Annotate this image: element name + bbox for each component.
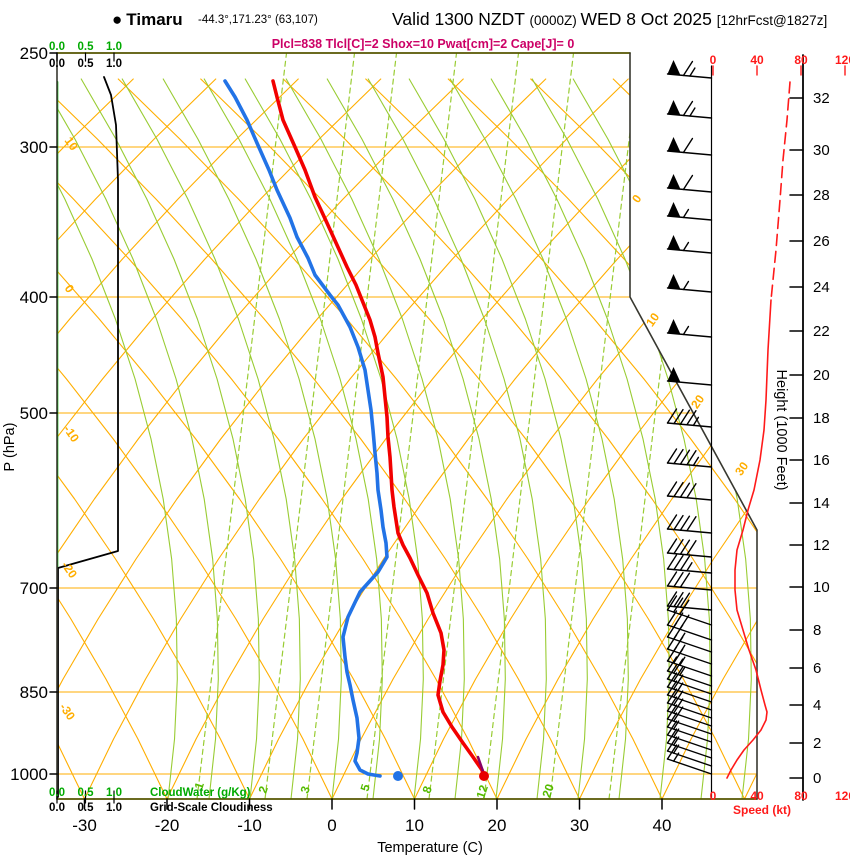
svg-text:26: 26 <box>813 233 830 250</box>
svg-text:-30: -30 <box>57 701 79 724</box>
svg-text:14: 14 <box>813 495 830 512</box>
station-coords: -44.3°,171.23° (63,107) <box>198 14 318 26</box>
wind-barb-column <box>666 60 791 779</box>
svg-text:30: 30 <box>732 459 751 478</box>
svg-text:0: 0 <box>710 789 717 803</box>
svg-text:12: 12 <box>813 537 830 554</box>
svg-text:0.0: 0.0 <box>49 41 65 53</box>
svg-text:80: 80 <box>794 789 808 803</box>
svg-text:22: 22 <box>813 323 830 340</box>
svg-text:20: 20 <box>813 367 830 384</box>
svg-text:0.0: 0.0 <box>49 58 65 70</box>
svg-text:1.0: 1.0 <box>106 58 122 70</box>
svg-text:700: 700 <box>20 579 48 598</box>
svg-text:250: 250 <box>20 44 48 63</box>
height-axis-title: Height (1000 Feet) <box>773 370 789 491</box>
svg-text:20: 20 <box>539 782 557 799</box>
svg-text:10: 10 <box>813 579 830 596</box>
pressure-axis-title: P (hPa) <box>2 423 18 472</box>
svg-text:30: 30 <box>570 816 589 835</box>
svg-text:400: 400 <box>20 288 48 307</box>
svg-text:24: 24 <box>813 279 830 296</box>
cloudiness-scale-title: Grid-Scale Cloudiness <box>150 802 273 814</box>
speed-axis-title: Speed (kt) <box>733 803 791 817</box>
svg-text:20: 20 <box>488 816 507 835</box>
svg-text:1: 1 <box>192 780 207 791</box>
svg-text:0.5: 0.5 <box>78 41 95 53</box>
svg-text:850: 850 <box>20 683 48 702</box>
svg-text:0.5: 0.5 <box>78 802 95 814</box>
svg-text:-10: -10 <box>61 423 83 446</box>
svg-text:10: 10 <box>405 816 424 835</box>
svg-text:1.0: 1.0 <box>106 802 122 814</box>
svg-text:300: 300 <box>20 138 48 157</box>
svg-text:80: 80 <box>794 53 808 67</box>
svg-text:1.0: 1.0 <box>106 41 122 53</box>
temperature-axis-title: Temperature (C) <box>377 840 483 856</box>
svg-text:40: 40 <box>750 789 764 803</box>
svg-text:3: 3 <box>298 784 313 795</box>
svg-text:120: 120 <box>835 789 850 803</box>
svg-text:6: 6 <box>813 660 821 677</box>
svg-text:12: 12 <box>473 783 491 800</box>
svg-text:0: 0 <box>327 816 336 835</box>
plot-frame <box>56 52 804 801</box>
svg-text:0: 0 <box>813 770 821 787</box>
skewt-background-grid <box>57 53 757 799</box>
axis-titles: P (hPa) Temperature (C) Height (1000 Fee… <box>2 370 791 856</box>
svg-text:0.5: 0.5 <box>78 58 95 70</box>
svg-text:0.5: 0.5 <box>78 787 95 799</box>
svg-text:500: 500 <box>20 404 48 423</box>
svg-text:2: 2 <box>813 735 821 752</box>
svg-text:0: 0 <box>710 53 717 67</box>
svg-text:-20: -20 <box>155 816 180 835</box>
valid-time-title: Valid 1300 NZDT (0000Z) WED 8 Oct 2025 [… <box>392 9 827 29</box>
svg-text:8: 8 <box>420 784 435 795</box>
svg-text:0.0: 0.0 <box>49 802 65 814</box>
stability-params: Plcl=838 Tlcl[C]=2 Shox=10 Pwat[cm]=2 Ca… <box>272 37 575 51</box>
svg-text:8: 8 <box>813 622 821 639</box>
svg-text:2: 2 <box>256 784 271 795</box>
svg-text:28: 28 <box>813 187 830 204</box>
svg-text:0: 0 <box>62 282 77 296</box>
svg-text:4: 4 <box>813 697 821 714</box>
sounding-profiles <box>57 76 489 799</box>
svg-text:0.0: 0.0 <box>49 787 65 799</box>
svg-text:32: 32 <box>813 90 830 107</box>
svg-text:40: 40 <box>653 816 672 835</box>
svg-text:40: 40 <box>750 53 764 67</box>
svg-text:-10: -10 <box>237 816 262 835</box>
svg-text:18: 18 <box>813 410 830 427</box>
svg-text:10: 10 <box>62 134 81 153</box>
svg-text:1000: 1000 <box>10 765 48 784</box>
svg-text:1.0: 1.0 <box>106 787 122 799</box>
svg-text:16: 16 <box>813 452 830 469</box>
svg-text:5: 5 <box>358 782 373 793</box>
station-title: ● Timaru <box>112 10 183 29</box>
chart-header: ● Timaru -44.3°,171.23° (63,107) Valid 13… <box>112 9 827 51</box>
svg-text:-30: -30 <box>72 816 97 835</box>
cloudwater-scale-title: CloudWater (g/Kg) <box>150 787 251 799</box>
svg-text:0: 0 <box>629 192 644 206</box>
svg-text:120: 120 <box>835 53 850 67</box>
svg-text:30: 30 <box>813 142 830 159</box>
